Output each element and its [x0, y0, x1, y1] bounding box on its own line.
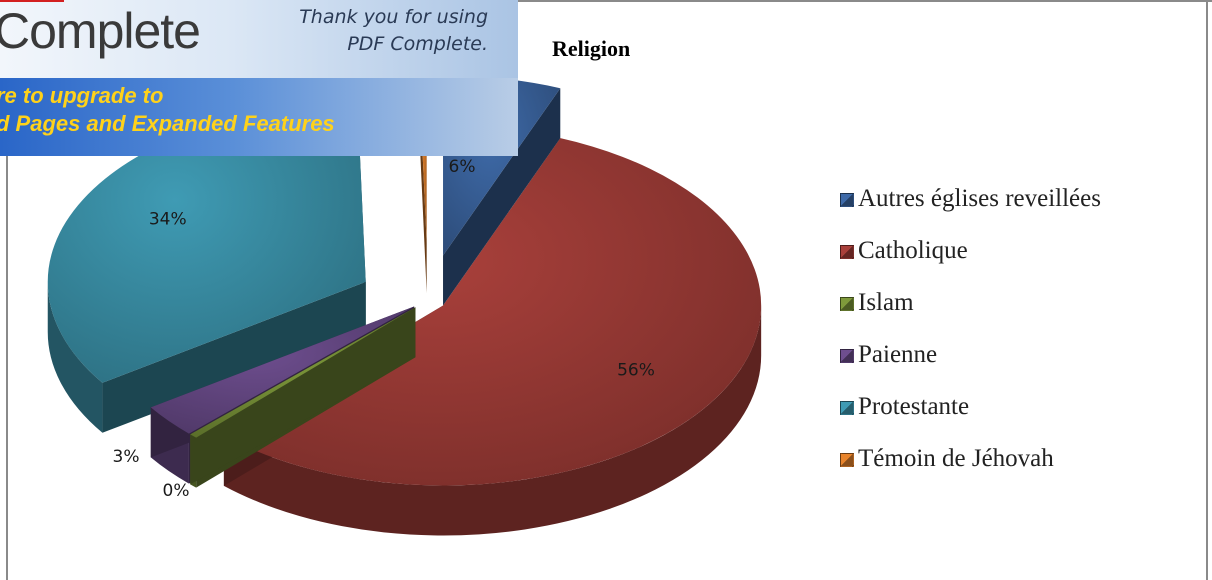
banner-brand-text: Complete — [0, 3, 201, 59]
legend-swatch — [840, 193, 854, 207]
legend-swatch — [840, 245, 854, 259]
data-label-autres-glises-reveill-es: 6% — [449, 157, 476, 177]
pie-slice-protestante — [47, 101, 366, 433]
pie-slice-wall — [223, 305, 762, 536]
legend-label: Islam — [858, 289, 914, 316]
pie-slice-face — [190, 307, 416, 485]
legend-swatch — [840, 297, 854, 311]
pie-slice-islam — [190, 307, 416, 488]
banner-top-panel — [0, 0, 518, 78]
legend-label: Autres églises reveillées — [858, 185, 1101, 212]
thanks-line-2: PDF Complete. — [347, 33, 488, 55]
page-frame-right — [1206, 0, 1208, 580]
data-label-paienne: 3% — [113, 447, 140, 467]
thanks-line-1: Thank you for using — [299, 6, 488, 28]
page-frame-left — [6, 0, 8, 580]
legend-label: Catholique — [858, 237, 968, 264]
upgrade-line-2[interactable]: d Pages and Expanded Features — [0, 111, 335, 136]
legend-swatch — [840, 453, 854, 467]
legend-label: Paienne — [858, 341, 938, 368]
pie-slice-top — [190, 307, 416, 438]
legend-swatch — [840, 401, 854, 415]
data-label-protestante: 34% — [149, 209, 187, 229]
pie-slice-face — [102, 281, 366, 433]
upgrade-line-1[interactable]: re to upgrade to — [0, 83, 164, 108]
chart-title: Religion — [552, 36, 631, 61]
legend-label: Témoin de Jéhovah — [858, 445, 1054, 472]
legend-label: Protestante — [858, 393, 970, 420]
pie-slice-top — [47, 101, 366, 383]
pie-slice-wall — [47, 281, 103, 433]
legend-swatch — [840, 349, 854, 363]
upgrade-link[interactable]: re to upgrade to d Pages and Expanded Fe… — [0, 82, 335, 138]
data-label-islam: 0% — [163, 481, 190, 501]
data-label-catholique: 56% — [617, 360, 655, 380]
brand-logo-fragment — [0, 0, 64, 2]
pie-slice-top — [150, 306, 415, 434]
pie-slice-face — [443, 88, 561, 306]
pie-slice-top — [223, 138, 762, 486]
banner-thanks-text: Thank you for using PDF Complete. — [256, 4, 488, 58]
page-frame-top — [0, 0, 1212, 2]
banner-upgrade-panel[interactable] — [0, 78, 518, 156]
pdf-complete-banner[interactable]: Complete Thank you for using PDF Complet… — [0, 0, 518, 156]
